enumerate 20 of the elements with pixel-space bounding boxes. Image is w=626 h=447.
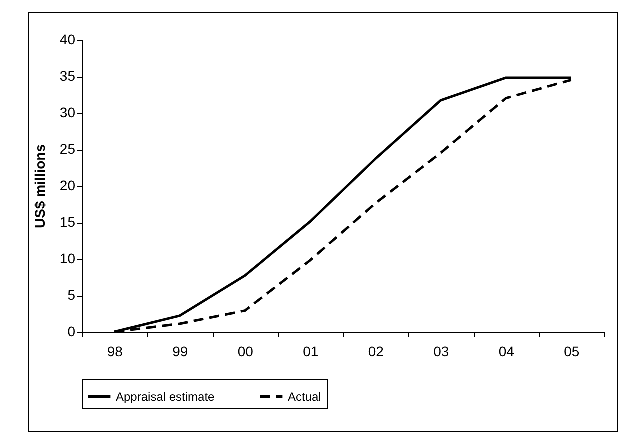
y-axis-title: US$ millions xyxy=(32,144,48,229)
legend-label: Appraisal estimate xyxy=(116,390,216,404)
x-tick-label: 02 xyxy=(368,344,384,360)
y-tick-label: 35 xyxy=(60,68,76,84)
y-tick-label: 20 xyxy=(60,178,76,194)
y-tick-label: 5 xyxy=(68,287,76,303)
legend-label: Actual xyxy=(288,390,322,404)
y-tick-label: 30 xyxy=(60,104,76,120)
y-tick-label: 0 xyxy=(68,324,76,340)
x-tick-label: 99 xyxy=(172,344,188,360)
x-tick-label: 01 xyxy=(303,344,319,360)
y-tick-label: 40 xyxy=(60,32,76,48)
x-tick-label: 00 xyxy=(238,344,254,360)
x-tick-label: 05 xyxy=(564,344,580,360)
y-tick-label: 15 xyxy=(60,214,76,230)
x-tick-label: 04 xyxy=(498,344,515,360)
x-tick-label: 98 xyxy=(107,344,124,360)
y-tick-label: 10 xyxy=(60,250,76,266)
y-tick-label: 25 xyxy=(60,141,76,157)
x-tick-label: 03 xyxy=(434,344,450,360)
